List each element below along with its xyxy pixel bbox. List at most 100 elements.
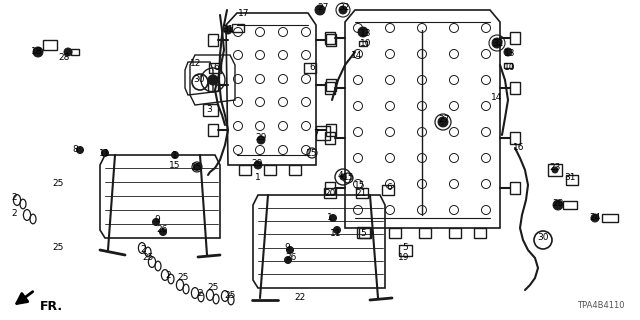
Text: TPA4B4110: TPA4B4110: [577, 301, 625, 310]
Bar: [359, 41, 367, 46]
Circle shape: [224, 26, 232, 34]
Text: 31: 31: [222, 26, 234, 35]
Circle shape: [287, 246, 294, 253]
Bar: [324, 188, 336, 198]
Text: FR.: FR.: [40, 300, 63, 314]
Text: 20: 20: [324, 188, 336, 197]
Text: 27: 27: [317, 4, 329, 12]
Circle shape: [33, 47, 43, 57]
Bar: [325, 132, 335, 144]
Bar: [326, 79, 336, 91]
Text: 5: 5: [402, 244, 408, 252]
Text: 18: 18: [31, 47, 43, 57]
Text: 23: 23: [549, 164, 561, 172]
Text: 27: 27: [438, 116, 450, 124]
Circle shape: [254, 161, 262, 169]
Bar: [208, 34, 218, 46]
Circle shape: [552, 167, 558, 173]
Bar: [382, 185, 394, 195]
Text: 16: 16: [513, 143, 525, 153]
Text: 25: 25: [142, 252, 154, 261]
Bar: [359, 228, 371, 238]
Text: 14: 14: [351, 51, 363, 60]
Text: 6: 6: [386, 183, 392, 193]
Bar: [208, 124, 218, 136]
Bar: [389, 228, 401, 238]
Circle shape: [333, 227, 340, 234]
Bar: [326, 34, 336, 46]
Bar: [325, 82, 335, 94]
Text: 26: 26: [156, 226, 168, 235]
Circle shape: [591, 214, 599, 222]
Circle shape: [553, 200, 563, 210]
Bar: [316, 126, 330, 140]
Bar: [474, 228, 486, 238]
Text: 9: 9: [284, 244, 290, 252]
Text: 4: 4: [337, 171, 343, 180]
Bar: [602, 214, 618, 222]
Circle shape: [492, 38, 502, 48]
Bar: [43, 40, 57, 50]
Text: 1: 1: [327, 213, 333, 222]
Text: 17: 17: [238, 9, 250, 18]
Text: 14: 14: [492, 93, 502, 102]
Text: 10: 10: [504, 63, 516, 73]
Text: 30: 30: [537, 234, 548, 243]
Text: 28: 28: [552, 198, 564, 207]
Circle shape: [152, 219, 159, 226]
Bar: [504, 63, 512, 68]
Text: 15: 15: [169, 161, 180, 170]
Text: 7: 7: [313, 129, 319, 138]
Text: 11: 11: [330, 228, 342, 237]
Bar: [208, 79, 218, 91]
Text: 15: 15: [307, 148, 317, 157]
Bar: [357, 227, 370, 238]
Text: 6: 6: [309, 63, 315, 73]
Text: 31: 31: [564, 173, 576, 182]
Bar: [563, 201, 577, 209]
Bar: [510, 132, 520, 144]
Text: 19: 19: [398, 253, 410, 262]
Circle shape: [257, 136, 265, 144]
Text: 29: 29: [252, 158, 262, 167]
Text: 2: 2: [11, 209, 17, 218]
Circle shape: [339, 6, 347, 14]
Text: 25: 25: [52, 244, 64, 252]
Bar: [325, 182, 335, 194]
Circle shape: [64, 48, 72, 56]
Text: 22: 22: [294, 293, 306, 302]
Bar: [399, 245, 412, 256]
Text: 2: 2: [140, 244, 146, 253]
Circle shape: [102, 149, 109, 156]
Circle shape: [77, 147, 83, 154]
Bar: [289, 165, 301, 175]
Text: 1: 1: [255, 173, 261, 182]
Bar: [203, 104, 218, 116]
Text: 8: 8: [72, 146, 78, 155]
Text: 25: 25: [52, 179, 64, 188]
Circle shape: [159, 228, 166, 236]
Bar: [325, 32, 335, 44]
Text: 21: 21: [355, 188, 367, 197]
Text: 28: 28: [58, 52, 70, 61]
Circle shape: [358, 27, 368, 37]
Circle shape: [340, 174, 346, 180]
Bar: [356, 188, 368, 198]
Text: 2: 2: [11, 194, 17, 203]
Text: 24: 24: [589, 213, 600, 222]
Bar: [264, 165, 276, 175]
Text: 5: 5: [360, 228, 366, 237]
Bar: [232, 24, 244, 32]
Circle shape: [315, 5, 325, 15]
Text: 15: 15: [191, 163, 203, 172]
Bar: [510, 32, 520, 44]
Bar: [239, 165, 251, 175]
Circle shape: [285, 257, 291, 263]
Text: 3: 3: [206, 105, 212, 114]
Text: 10: 10: [360, 38, 372, 47]
Text: 13: 13: [360, 28, 372, 37]
Circle shape: [172, 151, 179, 158]
Bar: [510, 82, 520, 94]
Bar: [326, 124, 336, 136]
Text: 15: 15: [355, 180, 365, 189]
